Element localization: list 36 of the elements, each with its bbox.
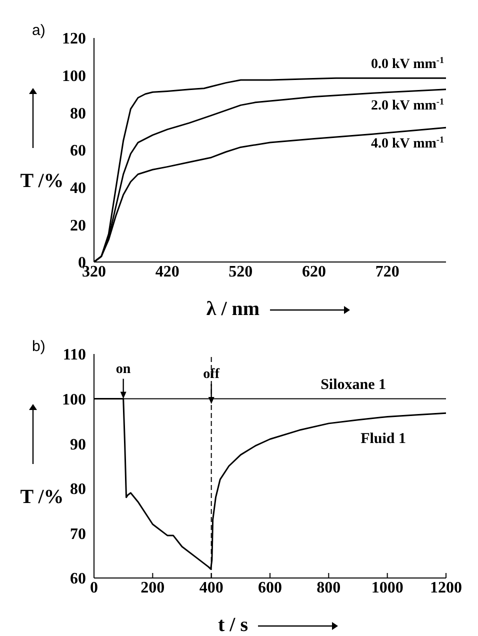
x-tick-label: 620 <box>302 263 326 280</box>
y-tick-label: 20 <box>70 217 86 234</box>
annotation: on <box>116 362 131 377</box>
x-tick-label: 1200 <box>430 579 462 596</box>
series-label: 0.0 kV mm$^{-1}$ <box>370 55 444 72</box>
x-axis-title: t / s <box>218 614 248 636</box>
x-tick-label: 720 <box>375 263 400 280</box>
chart-title: a) <box>32 22 46 39</box>
series-label: 2.0 kV mm$^{-1}$ <box>370 96 444 114</box>
x-axis-title: λ / nm <box>206 298 260 320</box>
ref-line-label: off <box>203 367 220 382</box>
chart-title: b) <box>32 338 46 355</box>
x-tick-label: 600 <box>258 579 282 596</box>
y-tick-label: 70 <box>70 526 86 543</box>
y-tick-label: 100 <box>62 391 86 408</box>
y-tick-label: 110 <box>62 346 86 364</box>
y-tick-label: 40 <box>70 180 86 198</box>
y-tick-label: 60 <box>70 570 86 588</box>
y-tick-label: 100 <box>62 68 86 86</box>
y-tick-label: 80 <box>70 105 86 122</box>
y-tick-label: 80 <box>70 481 86 498</box>
series-label: 4.0 kV mm$^{-1}$ <box>370 134 444 152</box>
x-tick-label: 800 <box>316 579 341 596</box>
y-tick-label: 60 <box>70 142 86 160</box>
y-axis-title: T /% <box>20 170 64 193</box>
series-label: Siloxane 1 <box>320 376 386 393</box>
series-label: Fluid 1 <box>360 431 406 448</box>
y-tick-label: 90 <box>70 436 86 454</box>
y-axis-title: T /% <box>20 486 64 509</box>
x-tick-label: 0 <box>90 579 98 596</box>
x-tick-label: 520 <box>228 263 253 280</box>
y-tick-label: 120 <box>62 30 86 48</box>
x-tick-label: 400 <box>199 579 224 596</box>
x-tick-label: 420 <box>155 263 180 280</box>
x-tick-label: 1000 <box>371 579 404 596</box>
x-tick-label: 200 <box>140 579 165 596</box>
